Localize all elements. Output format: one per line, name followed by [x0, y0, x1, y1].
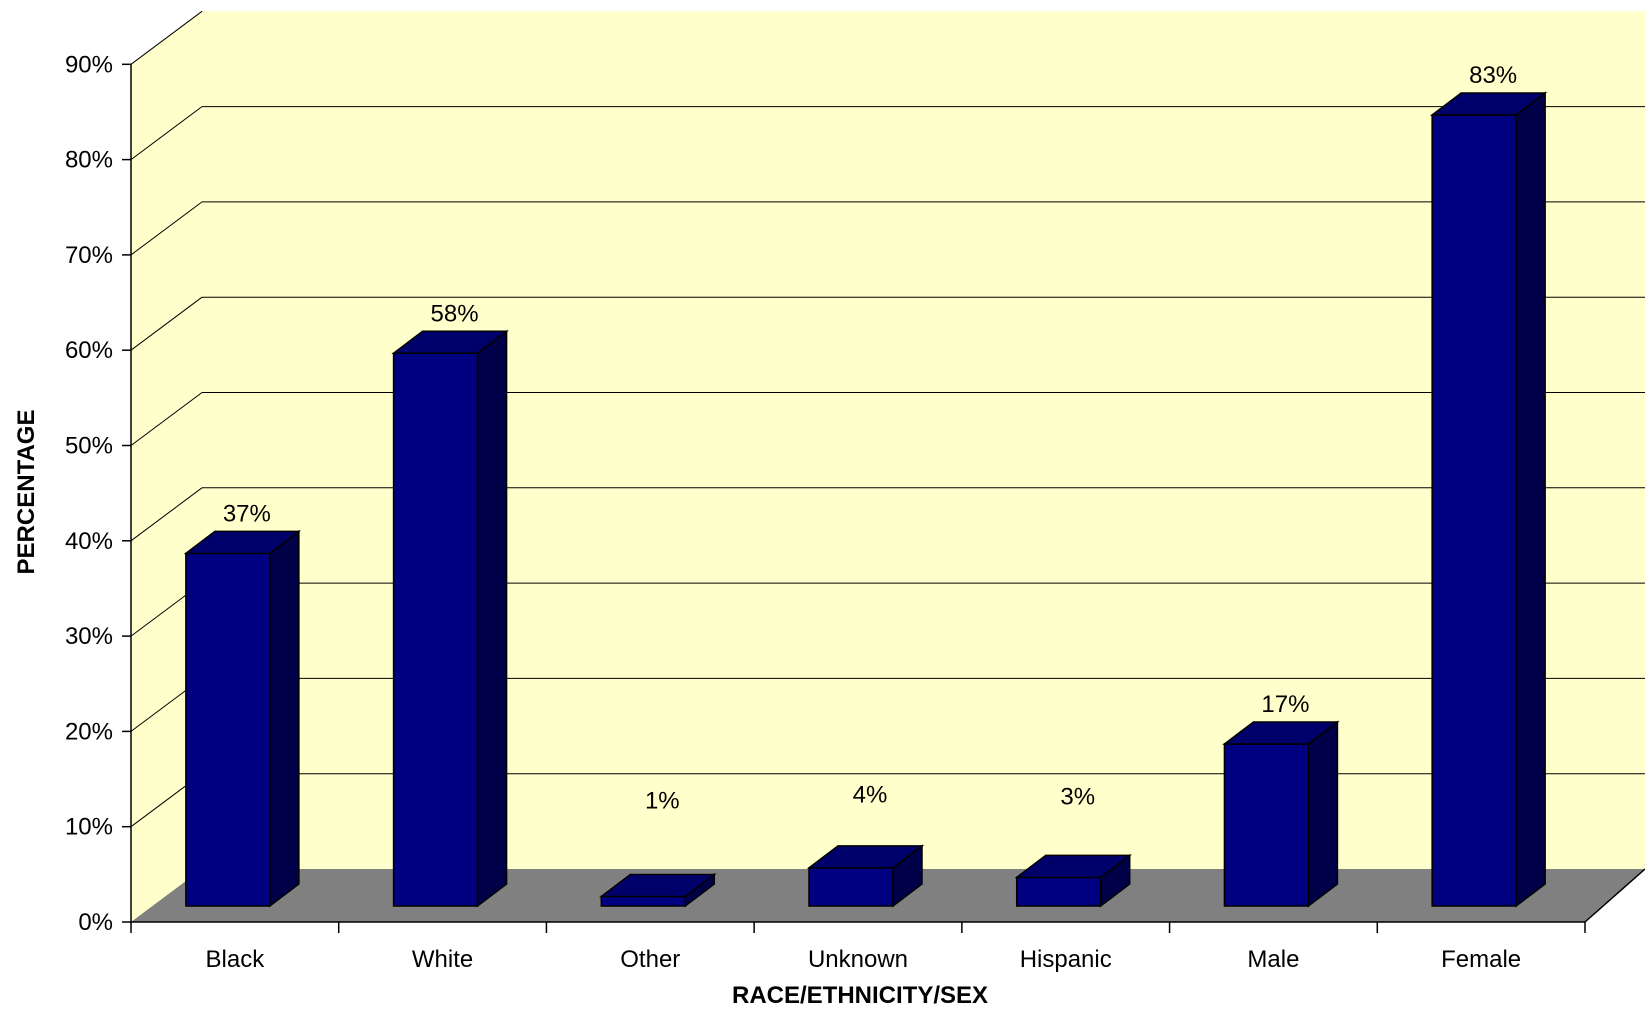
bar-top: [599, 873, 717, 898]
x-axis-title: RACE/ETHNICITY/SEX: [732, 982, 988, 1009]
bar-side: [1307, 720, 1339, 908]
bar: [185, 552, 271, 907]
category-label: Female: [1441, 946, 1521, 973]
data-label: 37%: [223, 500, 271, 527]
category-label: Black: [206, 946, 266, 973]
bar: [392, 352, 479, 907]
back-wall: [131, 11, 1645, 923]
floor-edge: [1584, 868, 1645, 923]
gridline-diagonal: [130, 392, 203, 446]
bar-side: [269, 529, 300, 908]
bar-side: [1515, 91, 1546, 908]
bar: [1431, 114, 1517, 907]
bar: [600, 895, 687, 907]
bar-top: [391, 330, 509, 355]
data-label: 3%: [1060, 784, 1095, 811]
gridlines: [130, 10, 1645, 923]
bar-top: [1429, 92, 1548, 116]
labels: Black White Other Unknown Hispanic Male Female…: [206, 62, 1522, 973]
data-label: 1%: [645, 788, 680, 815]
y-tick-label: 20%: [65, 718, 113, 745]
bar-top: [806, 845, 925, 869]
bar-top: [1222, 721, 1340, 745]
data-label: 4%: [853, 782, 888, 809]
bar: [1223, 743, 1310, 907]
bar-side: [476, 329, 508, 908]
y-axis-title: PERCENTAGE: [13, 410, 40, 575]
y-tick-label: 40%: [65, 528, 113, 555]
bar-top: [1014, 854, 1132, 879]
y-tick-label: 80%: [65, 147, 113, 174]
bar: [1015, 876, 1102, 907]
axes: 0% 10% 20% 30% 40% 50% 60% 70% 80% 90%: [65, 51, 1586, 936]
y-tick-label: 70%: [65, 242, 113, 269]
y-tick-label: 90%: [65, 51, 113, 78]
gridline-diagonal: [130, 106, 203, 161]
gridline-diagonal: [130, 296, 203, 351]
bar: [808, 867, 894, 907]
data-label: 17%: [1261, 691, 1309, 718]
y-tick-label: 60%: [65, 337, 113, 364]
data-label: 58%: [431, 300, 479, 327]
gridline-diagonal: [130, 10, 203, 65]
category-label: White: [412, 946, 473, 973]
category-label: Hispanic: [1020, 946, 1112, 973]
y-tick-label: 30%: [65, 623, 113, 650]
category-label: Male: [1247, 946, 1299, 973]
data-label: 83%: [1469, 62, 1517, 89]
bars: [183, 91, 1548, 908]
y-tick-label: 10%: [65, 814, 113, 841]
bar-top: [183, 530, 302, 555]
gridline-diagonal: [130, 487, 203, 542]
gridline-diagonal: [130, 201, 203, 256]
category-label: Other: [620, 946, 680, 973]
y-tick-label: 0%: [78, 909, 113, 936]
y-tick-label: 50%: [65, 433, 113, 460]
plot-wall: [131, 11, 1645, 923]
category-label: Unknown: [808, 946, 908, 973]
